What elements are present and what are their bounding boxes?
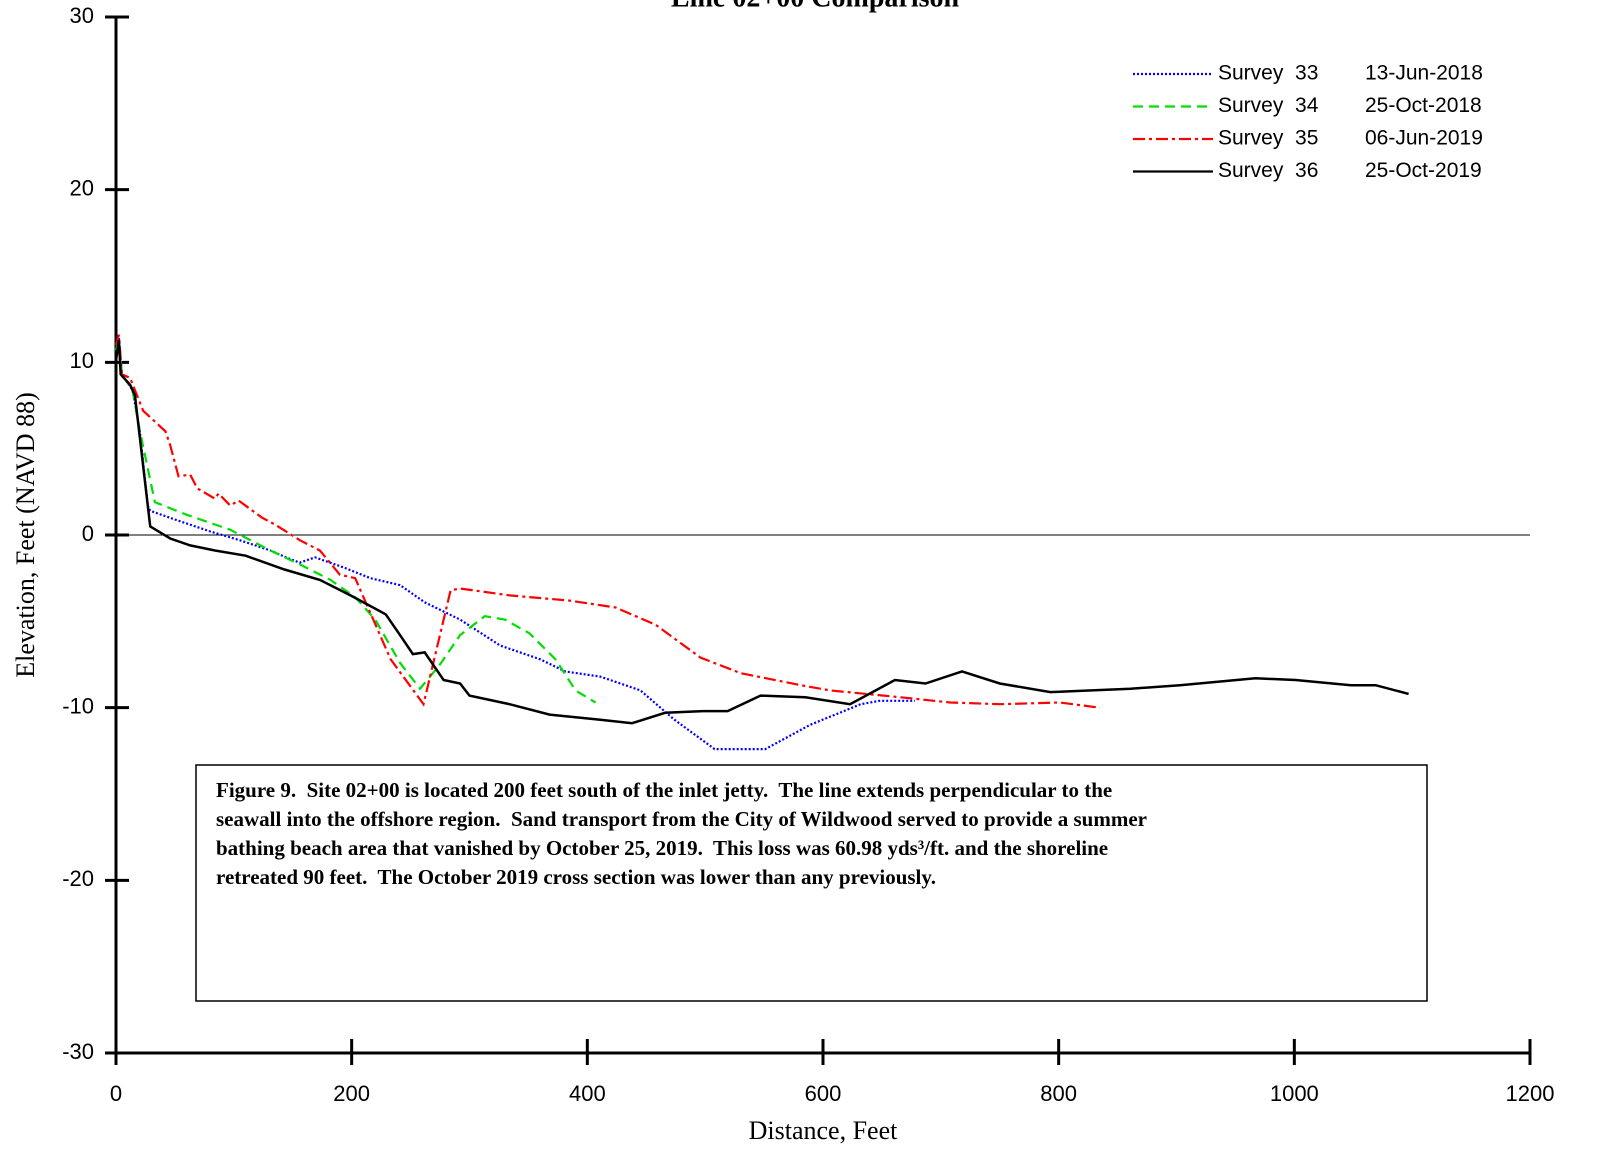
legend-label: Survey 34 (1218, 94, 1319, 117)
annotation-line: bathing beach area that vanished by Octo… (216, 836, 1108, 860)
y-tick-label: -30 (62, 1039, 94, 1064)
y-tick-label: 10 (70, 348, 94, 373)
x-tick-label: 800 (1040, 1081, 1077, 1106)
legend-date: 25-Oct-2019 (1365, 159, 1482, 182)
annotation-line: seawall into the offshore region. Sand t… (216, 807, 1147, 831)
x-tick-label: 600 (805, 1081, 842, 1106)
x-axis-label: Distance, Feet (749, 1116, 899, 1145)
y-tick-label: 20 (70, 175, 94, 200)
legend-label: Survey 33 (1218, 62, 1318, 85)
legend-label: Survey 36 (1218, 159, 1318, 182)
series-line (114, 339, 597, 704)
legend-date: 25-Oct-2018 (1365, 94, 1482, 117)
legend-label: Survey 35 (1218, 127, 1318, 150)
y-axis-label: Elevation, Feet (NAVD 88) (11, 392, 40, 677)
series-line (114, 337, 915, 751)
y-tick-label: -20 (62, 866, 94, 891)
x-tick-label: 200 (333, 1081, 370, 1106)
y-tick-label: 0 (82, 521, 94, 546)
series-line (114, 334, 1101, 709)
annotation-line: retreated 90 feet. The October 2019 cros… (216, 865, 936, 889)
y-tick-label: -10 (62, 693, 94, 718)
x-tick-label: 0 (110, 1081, 122, 1106)
legend-date: 13-Jun-2018 (1365, 62, 1483, 85)
legend-date: 06-Jun-2019 (1365, 127, 1483, 150)
x-tick-label: 1200 (1506, 1081, 1555, 1106)
y-tick-label: 30 (70, 3, 94, 28)
annotation-box (195, 764, 1428, 1002)
series-line (114, 339, 1409, 725)
x-tick-label: 400 (569, 1081, 606, 1106)
annotation-line: Figure 9. Site 02+00 is located 200 feet… (216, 778, 1112, 802)
x-tick-label: 1000 (1270, 1081, 1319, 1106)
chart-title: Line 02+00 Comparison (671, 0, 960, 13)
